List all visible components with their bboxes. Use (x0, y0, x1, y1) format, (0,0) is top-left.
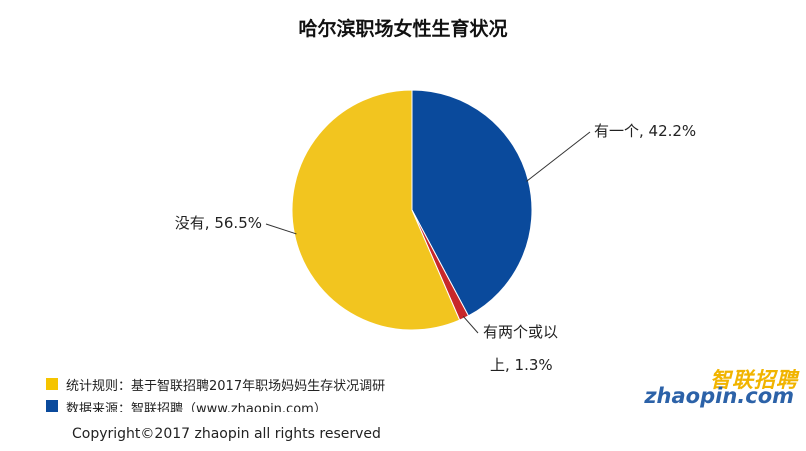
chart-title: 哈尔滨职场女性生育状况 (298, 18, 508, 40)
legend-swatch (46, 400, 58, 412)
logo-cn: 智联招聘 (710, 368, 798, 392)
logo-en: zhaopin.com (644, 384, 794, 408)
legend-label: 统计规则：基于智联招聘2017年职场妈妈生存状况调研 (66, 378, 386, 394)
leader-line-2 (265, 223, 297, 235)
zhaopin-logo: 智联招聘 zhaopin.com (644, 368, 798, 412)
legend-item-source: 数据来源：智联招聘（www.zhaopin.com） (46, 398, 327, 412)
legend-swatch (46, 378, 58, 390)
leader-line-1 (462, 315, 479, 334)
leader-line-0 (526, 131, 591, 182)
slice-label-0: 有一个, 42.2% (594, 122, 696, 140)
legend-item-rule: 统计规则：基于智联招聘2017年职场妈妈生存状况调研 (46, 374, 385, 394)
pie-slice-0 (411, 89, 533, 317)
copyright-text: Copyright©2017 zhaopin all rights reserv… (72, 426, 381, 442)
pie-slice-2 (291, 89, 461, 331)
legend-label: 数据来源：智联招聘（www.zhaopin.com） (66, 402, 327, 412)
slice-label-1-line2: 上, 1.3% (490, 356, 553, 374)
slice-label-1: 有两个或以 (483, 323, 558, 341)
slice-label-2: 没有, 56.5% (175, 214, 262, 232)
